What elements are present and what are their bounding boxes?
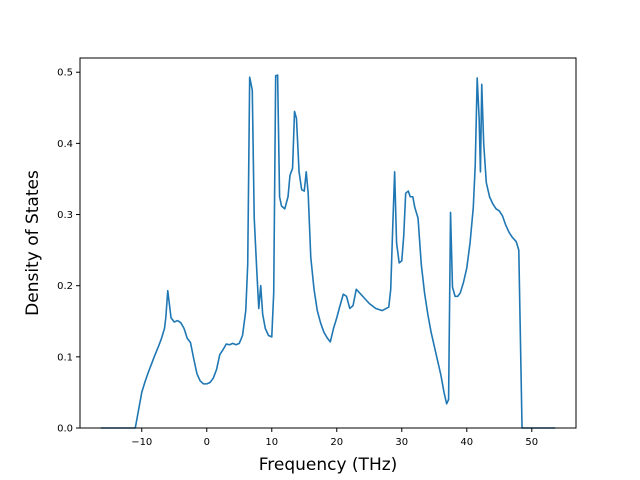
x-tick-label: 20: [330, 437, 343, 448]
y-tick-label: 0.4: [57, 139, 73, 150]
x-axis-ticks: −10 0 10 20 30 40 50: [131, 428, 538, 448]
x-tick-label: 40: [460, 437, 473, 448]
y-axis-ticks: 0.0 0.1 0.2 0.3 0.4 0.5: [57, 68, 80, 435]
plot-frame: [79, 57, 577, 429]
y-tick-label: 0.2: [57, 281, 73, 292]
x-tick-label: 30: [395, 437, 408, 448]
y-tick-label: 0.3: [57, 210, 73, 221]
dos-series-line: [100, 74, 556, 429]
y-tick-label: 0.0: [57, 424, 73, 435]
y-axis-label: Density of States: [23, 170, 43, 316]
x-tick-label: 50: [525, 437, 538, 448]
plot-area: [100, 74, 556, 429]
y-tick-label: 0.5: [57, 68, 73, 79]
x-axis-label: Frequency (THz): [259, 455, 398, 475]
x-tick-label: 0: [204, 437, 210, 448]
y-tick-label: 0.1: [57, 352, 73, 363]
x-tick-label: 10: [265, 437, 278, 448]
x-tick-label: −10: [131, 437, 152, 448]
